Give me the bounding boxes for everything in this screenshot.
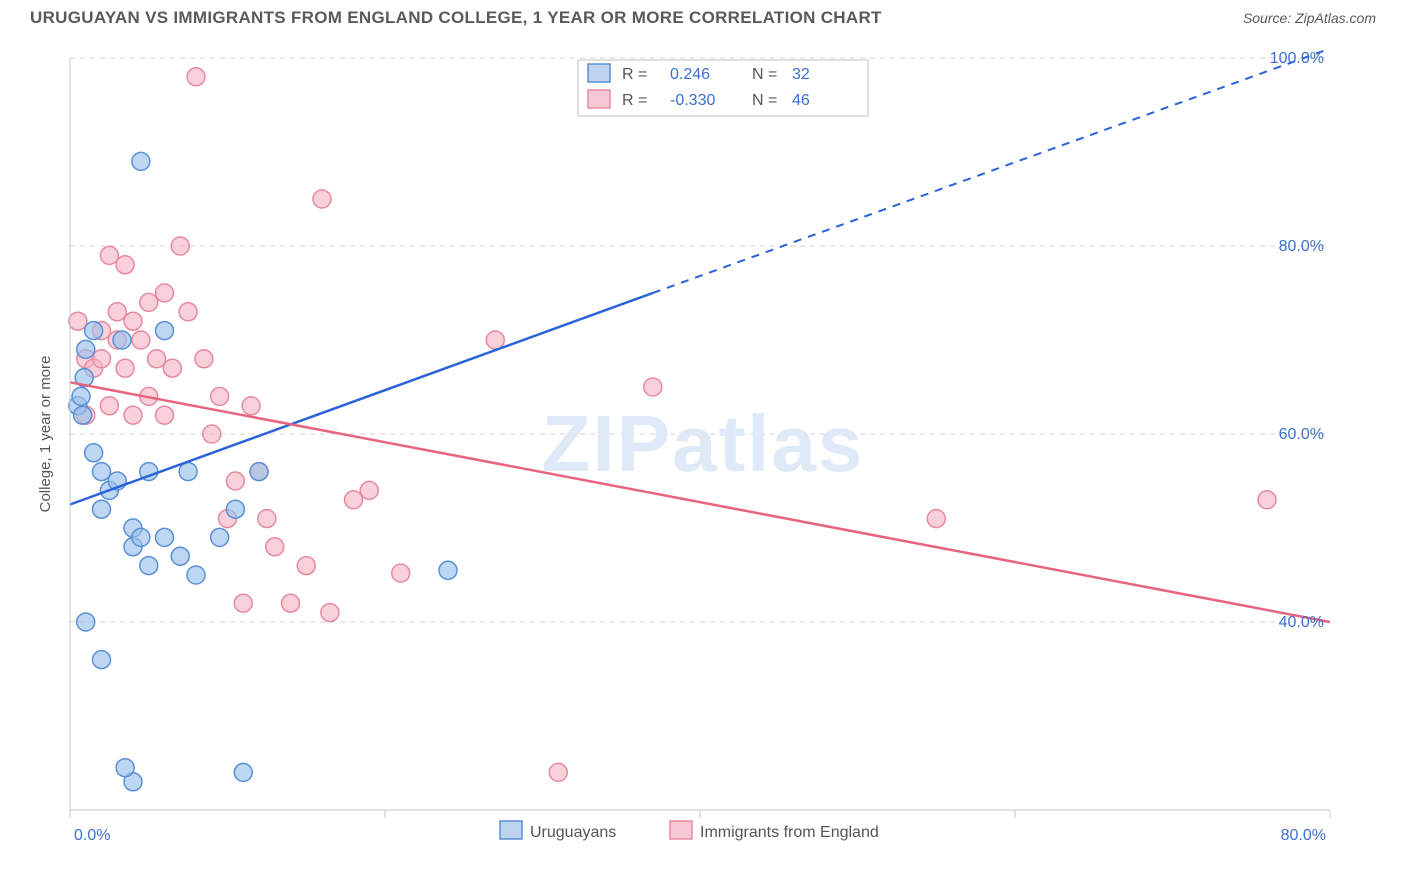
data-point bbox=[187, 68, 205, 86]
y-tick-label: 60.0% bbox=[1279, 426, 1324, 443]
data-point bbox=[179, 303, 197, 321]
data-point bbox=[187, 566, 205, 584]
x-tick-label: 80.0% bbox=[1281, 827, 1326, 844]
data-point bbox=[93, 463, 111, 481]
data-point bbox=[242, 397, 260, 415]
data-point bbox=[77, 340, 95, 358]
data-point bbox=[124, 406, 142, 424]
bottom-legend-swatch-pink bbox=[670, 821, 692, 839]
legend-swatch-blue bbox=[588, 64, 610, 82]
data-point bbox=[116, 759, 134, 777]
data-point bbox=[282, 594, 300, 612]
data-point bbox=[163, 359, 181, 377]
data-point bbox=[171, 237, 189, 255]
data-point bbox=[226, 472, 244, 490]
data-point bbox=[360, 481, 378, 499]
data-point bbox=[234, 594, 252, 612]
data-point bbox=[927, 510, 945, 528]
trendline-pink bbox=[70, 382, 1330, 622]
data-point bbox=[486, 331, 504, 349]
watermark: ZIPatlas bbox=[542, 399, 865, 488]
data-point bbox=[549, 763, 567, 781]
data-point bbox=[171, 547, 189, 565]
data-point bbox=[234, 763, 252, 781]
data-point bbox=[85, 444, 103, 462]
scatter-series-pink bbox=[69, 68, 1276, 782]
legend-n-label: N = bbox=[752, 66, 777, 83]
legend-n-value: 46 bbox=[792, 92, 810, 109]
data-point bbox=[93, 500, 111, 518]
data-point bbox=[195, 350, 213, 368]
legend-n-label: N = bbox=[752, 92, 777, 109]
legend-r-value: -0.330 bbox=[670, 92, 715, 109]
data-point bbox=[116, 256, 134, 274]
legend-n-value: 32 bbox=[792, 66, 810, 83]
data-point bbox=[69, 312, 87, 330]
data-point bbox=[77, 613, 95, 631]
correlation-scatter-chart: ZIPatlas 0.0% 80.0% 40.0% 60.0% 80.0% 100.0% Co… bbox=[30, 40, 1376, 852]
y-tick-label: 80.0% bbox=[1279, 238, 1324, 255]
legend-r-value: 0.246 bbox=[670, 66, 710, 83]
y-tick-label: 40.0% bbox=[1279, 614, 1324, 631]
legend-r-label: R = bbox=[622, 92, 647, 109]
data-point bbox=[203, 425, 221, 443]
data-point bbox=[211, 387, 229, 405]
data-point bbox=[266, 538, 284, 556]
y-tick-label: 100.0% bbox=[1270, 50, 1324, 67]
data-point bbox=[179, 463, 197, 481]
bottom-legend-label-pink: Immigrants from England bbox=[700, 824, 879, 841]
data-point bbox=[116, 359, 134, 377]
scatter-series-blue bbox=[69, 152, 457, 790]
data-point bbox=[108, 303, 126, 321]
data-point bbox=[321, 604, 339, 622]
data-point bbox=[439, 561, 457, 579]
legend-swatch-pink bbox=[588, 90, 610, 108]
y-axis-label: College, 1 year or more bbox=[37, 356, 54, 513]
data-point bbox=[100, 246, 118, 264]
data-point bbox=[644, 378, 662, 396]
data-point bbox=[250, 463, 268, 481]
data-point bbox=[72, 387, 90, 405]
chart-source: Source: ZipAtlas.com bbox=[1243, 10, 1376, 26]
data-point bbox=[156, 284, 174, 302]
data-point bbox=[297, 557, 315, 575]
data-point bbox=[392, 564, 410, 582]
data-point bbox=[140, 557, 158, 575]
data-point bbox=[124, 312, 142, 330]
data-point bbox=[156, 406, 174, 424]
source-name: ZipAtlas.com bbox=[1295, 10, 1376, 26]
data-point bbox=[85, 322, 103, 340]
data-point bbox=[74, 406, 92, 424]
source-label: Source: bbox=[1243, 10, 1295, 26]
data-point bbox=[1258, 491, 1276, 509]
data-point bbox=[100, 397, 118, 415]
data-point bbox=[132, 331, 150, 349]
bottom-legend-swatch-blue bbox=[500, 821, 522, 839]
data-point bbox=[93, 350, 111, 368]
data-point bbox=[156, 322, 174, 340]
data-point bbox=[258, 510, 276, 528]
chart-title: URUGUAYAN VS IMMIGRANTS FROM ENGLAND COL… bbox=[30, 8, 882, 28]
chart-container: ZIPatlas 0.0% 80.0% 40.0% 60.0% 80.0% 100.0% Co… bbox=[30, 40, 1376, 852]
data-point bbox=[313, 190, 331, 208]
data-point bbox=[148, 350, 166, 368]
data-point bbox=[113, 331, 131, 349]
bottom-legend-label-blue: Uruguayans bbox=[530, 824, 616, 841]
legend-r-label: R = bbox=[622, 66, 647, 83]
data-point bbox=[211, 528, 229, 546]
data-point bbox=[93, 651, 111, 669]
data-point bbox=[132, 152, 150, 170]
data-point bbox=[345, 491, 363, 509]
data-point bbox=[140, 293, 158, 311]
x-tick-label: 0.0% bbox=[74, 827, 110, 844]
data-point bbox=[226, 500, 244, 518]
data-point bbox=[156, 528, 174, 546]
data-point bbox=[132, 528, 150, 546]
